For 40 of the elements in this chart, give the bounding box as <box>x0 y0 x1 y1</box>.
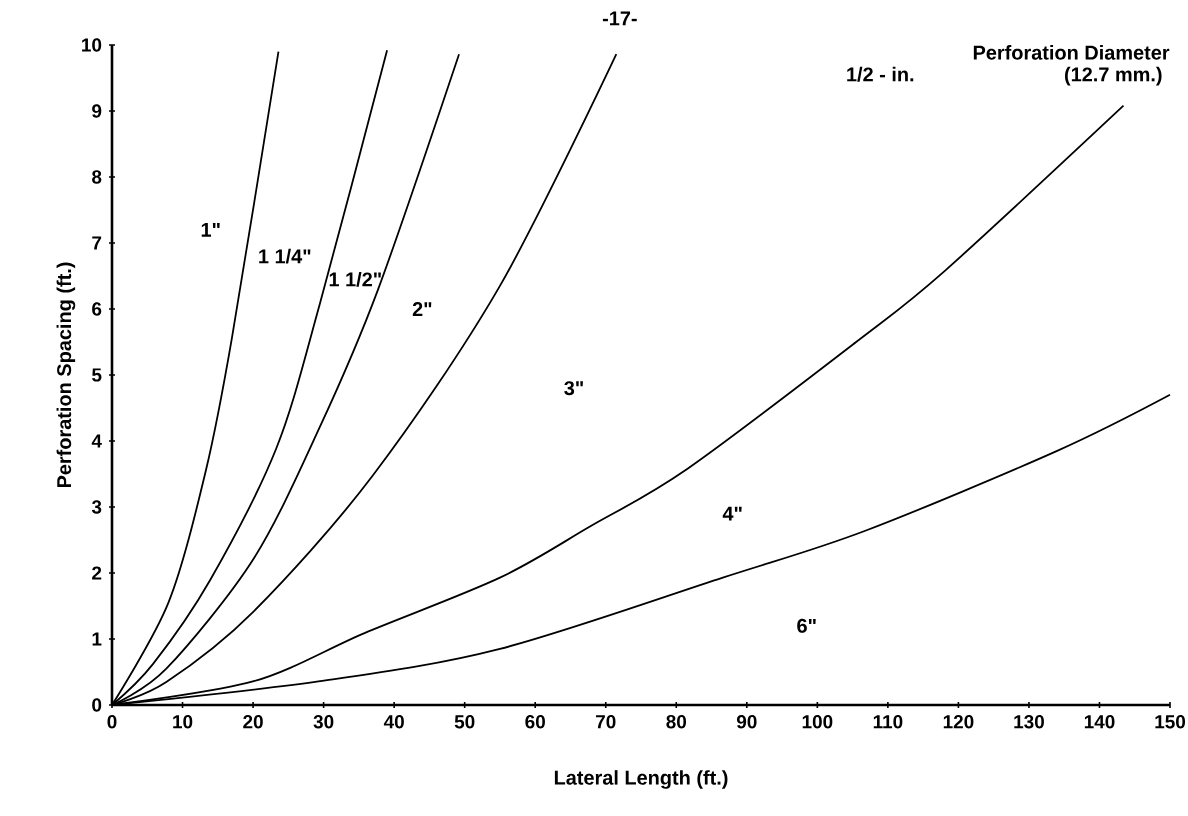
x-tick-label: 20 <box>243 715 263 729</box>
y-tick-label: 4 <box>91 434 102 448</box>
y-tick-label: 9 <box>92 104 102 118</box>
y-tick-label: 6 <box>92 302 102 316</box>
x-tick-label: 150 <box>1155 715 1186 729</box>
annotation: 1 1/4" <box>259 248 311 264</box>
y-tick-label: 10 <box>82 38 102 52</box>
x-tick-label: 130 <box>1014 715 1044 729</box>
x-tick-label: 10 <box>173 715 193 729</box>
x-tick-label: 90 <box>736 715 757 729</box>
y-tick-label: 1 <box>92 632 102 646</box>
x-tick-label: 80 <box>666 715 687 729</box>
x-tick-label: 120 <box>943 715 974 729</box>
x-tick-label: 0 <box>107 715 117 729</box>
x-tick-label: 30 <box>313 715 334 729</box>
x-tick-label: 110 <box>873 715 903 729</box>
x-tick-label: 50 <box>454 715 475 729</box>
text: -17- <box>602 11 637 26</box>
x-tick-label: 40 <box>383 715 404 729</box>
annotation: Perforation Diameter <box>973 45 1170 60</box>
y-axis-title: Perforation Spacing (ft.) <box>56 262 76 488</box>
annotation: 4" <box>722 506 742 521</box>
x-axis-title: Lateral Length (ft.) <box>554 770 728 789</box>
annotation: 1 1/2" <box>329 271 381 287</box>
x-tick-label: 140 <box>1084 715 1115 729</box>
annotation: (12.7 mm.) <box>1065 66 1162 86</box>
y-tick-label: 2 <box>92 566 102 580</box>
annotation: 1" <box>201 222 220 237</box>
y-tick-label: 3 <box>91 500 102 514</box>
y-tick-label: 0 <box>92 698 102 712</box>
x-tick-label: 100 <box>802 715 833 729</box>
x-tick-label: 70 <box>596 715 616 729</box>
x-tick-label: 60 <box>525 715 545 729</box>
y-tick-label: 7 <box>92 236 102 250</box>
annotation: 1/2 - in. <box>847 66 914 82</box>
annotation: 6" <box>797 618 816 633</box>
y-tick-label: 5 <box>92 368 102 382</box>
annotation: 3" <box>564 381 583 396</box>
annotation: 2" <box>412 302 432 316</box>
y-tick-label: 8 <box>92 170 102 184</box>
